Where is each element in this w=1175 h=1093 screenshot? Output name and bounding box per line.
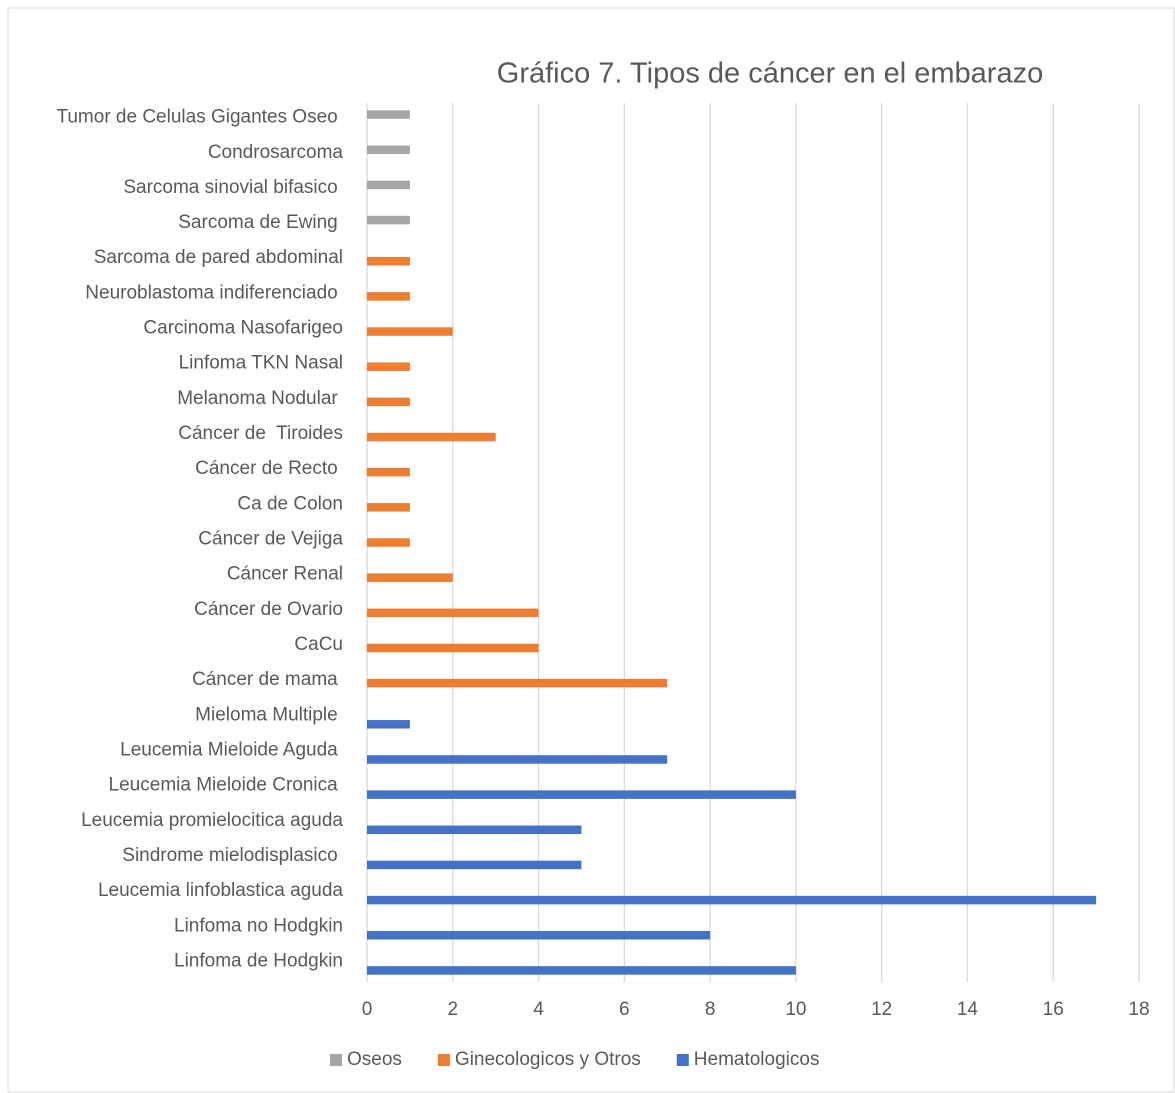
- x-tick-label: 10: [785, 999, 806, 1020]
- legend-label: Oseos: [347, 1049, 402, 1070]
- bar: [367, 678, 668, 688]
- y-tick-label: Linfoma TKN Nasal: [179, 353, 343, 374]
- chart-border: [7, 7, 1175, 1093]
- x-tick-label: 8: [705, 999, 716, 1020]
- bar: [367, 825, 582, 835]
- x-tick-label: 6: [619, 999, 630, 1020]
- y-tick-label: Sarcoma de Ewing: [178, 212, 343, 233]
- bar: [367, 503, 410, 512]
- y-tick-label: Cáncer de Vejiga: [198, 529, 343, 550]
- y-tick-label: Cáncer de Ovario: [194, 599, 343, 620]
- bar: [367, 573, 453, 582]
- x-tick-label: 2: [447, 999, 458, 1020]
- bar: [367, 643, 539, 653]
- y-tick-label: Cáncer de Tiroides: [178, 423, 343, 444]
- y-tick-label: Leucemia Mieloide Cronica: [109, 775, 343, 796]
- legend-swatch: [437, 1054, 450, 1066]
- x-tick-label: 12: [871, 999, 892, 1020]
- y-tick-label: Leucemia linfoblastica aguda: [98, 880, 343, 901]
- bar: [367, 467, 410, 477]
- bar: [367, 608, 539, 618]
- bar: [367, 790, 796, 799]
- legend-swatch: [330, 1054, 342, 1066]
- chart-title: Gráfico 7. Tipos de cáncer en el embaraz…: [497, 58, 1043, 90]
- legend-label: Ginecologicos y Otros: [455, 1049, 641, 1070]
- legend-swatch: [676, 1054, 689, 1066]
- y-tick-label: Sindrome mielodisplasico: [122, 845, 343, 866]
- y-tick-label: Carcinoma Nasofarigeo: [143, 318, 343, 339]
- bar: [367, 292, 410, 301]
- bar: [367, 215, 410, 225]
- y-tick-label: Tumor de Celulas Gigantes Oseo: [56, 107, 343, 128]
- y-tick-label: Sarcoma de pared abdominal: [94, 247, 343, 268]
- bar: [367, 327, 453, 336]
- y-tick-label: Cáncer Renal: [227, 564, 343, 585]
- x-tick-label: 18: [1128, 999, 1149, 1020]
- bar: [367, 895, 1097, 905]
- bar: [367, 432, 496, 442]
- y-tick-label: Cáncer de Recto: [195, 458, 343, 479]
- y-tick-label: Linfoma de Hodgkin: [174, 950, 343, 971]
- x-tick-label: 14: [957, 999, 979, 1020]
- y-tick-label: Condrosarcoma: [208, 142, 344, 163]
- bar: [367, 362, 410, 371]
- bar: [367, 966, 796, 975]
- x-tick-label: 4: [533, 999, 544, 1020]
- y-tick-label: Leucemia Mieloide Aguda: [120, 739, 343, 760]
- legend-label: Hematologicos: [694, 1049, 820, 1070]
- bar: [367, 110, 410, 119]
- y-tick-label: Ca de Colon: [237, 493, 343, 514]
- x-tick-label: 0: [362, 999, 373, 1020]
- bar: [367, 256, 410, 266]
- bar: [367, 538, 410, 547]
- y-tick-label: Melanoma Nodular: [177, 388, 343, 409]
- y-tick-label: Sarcoma sinovial bifasico: [123, 177, 343, 198]
- bar: [367, 145, 410, 154]
- bar: [367, 720, 410, 729]
- x-tick-label: 16: [1043, 999, 1064, 1020]
- bar: [367, 931, 711, 940]
- bar: [367, 860, 582, 870]
- y-tick-label: Leucemia promielocitica aguda: [81, 810, 343, 831]
- y-tick-label: Mieloma Multiple: [195, 704, 343, 725]
- y-tick-label: CaCu: [294, 634, 343, 655]
- y-tick-label: Linfoma no Hodgkin: [174, 915, 343, 936]
- y-tick-label: Neuroblastoma indiferenciado: [85, 282, 343, 303]
- bar: [367, 755, 668, 764]
- bar: [367, 397, 410, 407]
- bar: [367, 180, 410, 190]
- y-tick-label: Cáncer de mama: [192, 669, 343, 690]
